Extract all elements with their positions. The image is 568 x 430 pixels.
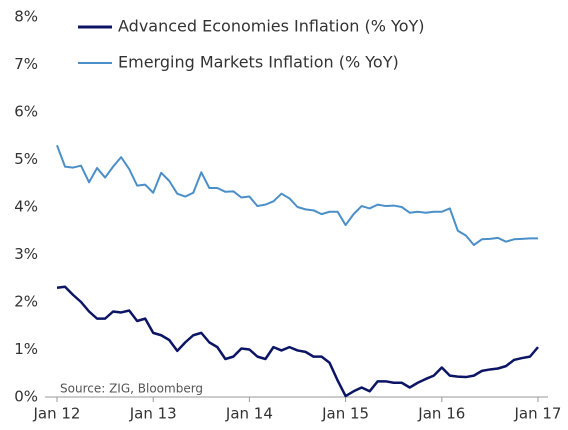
y-tick-label: 5% (14, 150, 38, 168)
x-tick-label: Jan 17 (514, 405, 562, 423)
y-tick-label: 7% (14, 55, 38, 73)
x-tick-label: Jan 12 (33, 405, 81, 423)
legend-label: Emerging Markets Inflation (% YoY) (118, 53, 399, 72)
x-tick-label: Jan 15 (321, 405, 369, 423)
x-tick-label: Jan 14 (225, 405, 273, 423)
y-tick-label: 6% (14, 103, 38, 121)
y-tick-label: 3% (14, 245, 38, 263)
source-note: Source: ZIG, Bloomberg (60, 382, 203, 396)
x-tick-label: Jan 13 (129, 405, 177, 423)
x-tick-label: Jan 16 (417, 405, 465, 423)
y-tick-label: 8% (14, 8, 38, 26)
series-line (56, 144, 538, 246)
legend-label: Advanced Economies Inflation (% YoY) (118, 17, 425, 36)
y-tick-label: 2% (14, 293, 38, 311)
y-tick-label: 4% (14, 198, 38, 216)
y-tick-label: 1% (14, 340, 38, 358)
series-line (56, 285, 539, 398)
y-tick-label: 0% (14, 388, 38, 406)
